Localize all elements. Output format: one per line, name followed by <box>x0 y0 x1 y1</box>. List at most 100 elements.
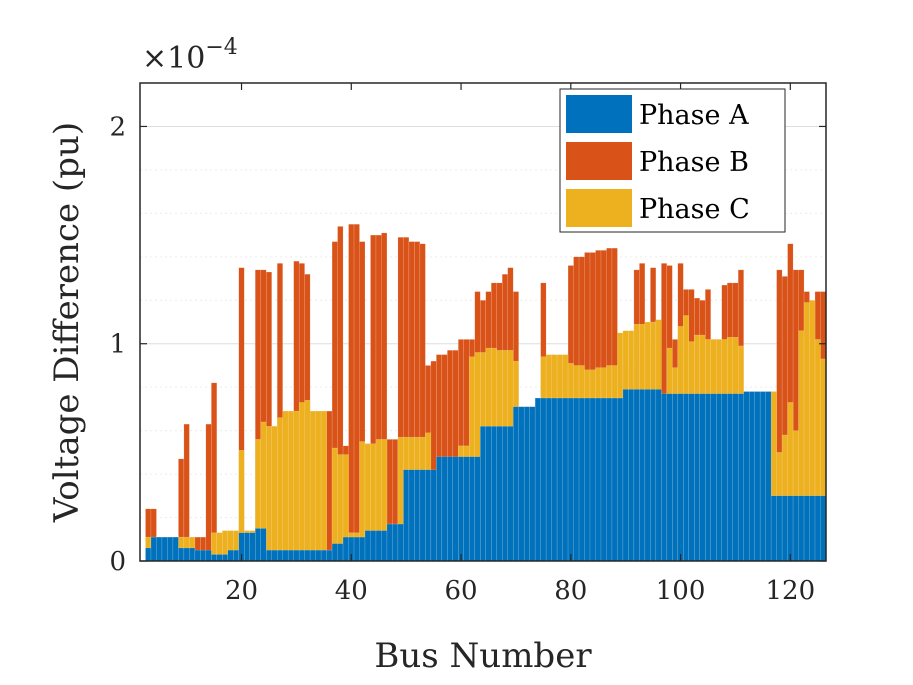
bar-phase-a-bus-5 <box>156 536 163 562</box>
bar-phase-a-bus-59 <box>452 456 459 562</box>
y-axis-title: Voltage Difference (pu) <box>47 122 87 523</box>
bar-phase-a-bus-38 <box>337 543 344 562</box>
x-tick-label: 100 <box>656 576 706 606</box>
y-tick-label: 2 <box>109 112 126 142</box>
bar-phase-a-bus-13 <box>200 549 207 562</box>
bar-phase-a-bus-22 <box>249 532 256 562</box>
bar-phase-a-bus-96 <box>655 389 662 562</box>
bar-phase-b-bus-36 <box>326 410 333 562</box>
bar-phase-a-bus-121 <box>792 495 799 562</box>
bar-phase-a-bus-114 <box>754 391 761 562</box>
bar-phase-a-bus-85 <box>595 397 602 562</box>
bar-phase-a-bus-41 <box>353 536 360 562</box>
bar-phase-a-bus-89 <box>617 397 624 562</box>
bar-phase-a-bus-10 <box>183 547 190 562</box>
bar-phase-a-bus-98 <box>666 393 673 562</box>
bar-phase-a-bus-8 <box>172 536 179 562</box>
bar-phase-b-bus-41 <box>353 224 360 562</box>
bar-phase-c-bus-25 <box>266 426 272 562</box>
bar-phase-c-bus-28 <box>282 410 289 562</box>
bar-phase-a-bus-70 <box>512 406 519 562</box>
y-axis-exponent: ×10−4 <box>142 35 238 76</box>
bar-phase-a-bus-80 <box>567 397 574 562</box>
bar-phase-b-bus-40 <box>348 224 355 562</box>
bar-phase-a-bus-94 <box>644 389 651 562</box>
bar-phase-a-bus-33 <box>309 549 316 562</box>
bar-phase-a-bus-52 <box>414 469 421 562</box>
bar-phase-a-bus-72 <box>523 406 530 562</box>
bar-phase-a-bus-64 <box>480 426 486 562</box>
bar-phase-a-bus-99 <box>672 393 679 562</box>
bar-phase-a-bus-57 <box>441 456 448 562</box>
bar-phase-a-bus-74 <box>534 397 541 562</box>
bar-phase-a-bus-102 <box>688 393 695 562</box>
bar-phase-a-bus-15 <box>211 554 218 562</box>
bar-phase-c-bus-33 <box>309 410 316 562</box>
bar-phase-a-bus-92 <box>633 389 640 562</box>
bar-phase-a-bus-49 <box>397 523 404 562</box>
y-tick-label: 0 <box>109 547 126 577</box>
x-tick-label: 20 <box>225 576 258 606</box>
bar-phase-a-bus-73 <box>529 406 536 562</box>
bar-phase-a-bus-47 <box>386 523 393 562</box>
bar-phase-a-bus-90 <box>622 389 629 562</box>
bar-phase-a-bus-82 <box>578 397 585 562</box>
bar-phase-a-bus-88 <box>611 397 618 562</box>
bar-phase-c-bus-35 <box>320 410 327 562</box>
bar-phase-a-bus-17 <box>222 554 229 562</box>
bar-phase-a-bus-71 <box>518 406 525 562</box>
x-tick-label: 40 <box>335 576 368 606</box>
bar-phase-a-bus-55 <box>430 469 437 562</box>
bar-phase-a-bus-77 <box>551 397 558 562</box>
bar-phase-a-bus-103 <box>694 393 700 562</box>
bar-phase-a-bus-65 <box>485 426 492 562</box>
bar-phase-a-bus-3 <box>145 547 152 562</box>
bar-phase-c-bus-26 <box>271 426 278 562</box>
axis-ticks: 20 40 60 80 100 120 0 1 2 <box>109 83 826 606</box>
bar-phase-a-bus-4 <box>150 536 157 562</box>
bar-phase-a-bus-101 <box>683 393 690 562</box>
bar-phase-a-bus-95 <box>650 389 657 562</box>
bar-phase-a-bus-68 <box>502 426 508 562</box>
bar-phase-a-bus-61 <box>463 456 470 562</box>
legend-label-phase-a: Phase A <box>639 100 749 131</box>
bar-phase-a-bus-44 <box>370 530 377 562</box>
bar-phase-a-bus-76 <box>545 397 552 562</box>
bar-phase-a-bus-106 <box>710 393 717 562</box>
bar-phase-b-bus-14 <box>205 423 212 562</box>
bar-phase-a-bus-32 <box>304 549 311 562</box>
bar-phase-a-bus-51 <box>408 469 415 562</box>
bar-phase-a-bus-14 <box>205 549 212 562</box>
bar-phase-a-bus-39 <box>342 536 349 562</box>
bar-phase-a-bus-108 <box>721 393 728 562</box>
bar-phase-a-bus-118 <box>776 495 783 562</box>
bar-phase-a-bus-119 <box>781 495 788 562</box>
bar-phase-a-bus-67 <box>496 426 503 562</box>
bar-phase-c-bus-32 <box>304 400 311 562</box>
bar-phase-a-bus-91 <box>628 389 635 562</box>
bar-phase-a-bus-105 <box>705 393 711 562</box>
bar-phase-a-bus-116 <box>765 391 772 562</box>
bar-phase-a-bus-79 <box>562 397 569 562</box>
bar-phase-c-bus-29 <box>287 410 294 562</box>
x-tick-label: 120 <box>766 576 816 606</box>
bar-phase-a-bus-93 <box>639 389 646 562</box>
legend-label-phase-b: Phase B <box>639 147 749 178</box>
bar-phase-a-bus-30 <box>293 549 300 562</box>
plot-frame <box>139 82 827 562</box>
bar-phase-a-bus-29 <box>287 549 294 562</box>
bar-phase-a-bus-28 <box>282 549 289 562</box>
bar-phase-a-bus-27 <box>277 549 283 562</box>
bar-phase-a-bus-11 <box>189 547 196 562</box>
bar-phase-a-bus-43 <box>364 530 371 562</box>
bar-phase-a-bus-54 <box>425 469 432 562</box>
bar-phase-a-bus-16 <box>216 554 223 562</box>
bar-phase-a-bus-45 <box>375 530 382 562</box>
bar-phase-a-bus-37 <box>331 543 338 562</box>
bar-phase-a-bus-12 <box>194 549 201 562</box>
bar-phase-a-bus-62 <box>469 456 475 562</box>
bar-phase-a-bus-78 <box>556 397 563 562</box>
x-tick-label: 80 <box>554 576 587 606</box>
bar-phase-a-bus-115 <box>759 391 766 562</box>
